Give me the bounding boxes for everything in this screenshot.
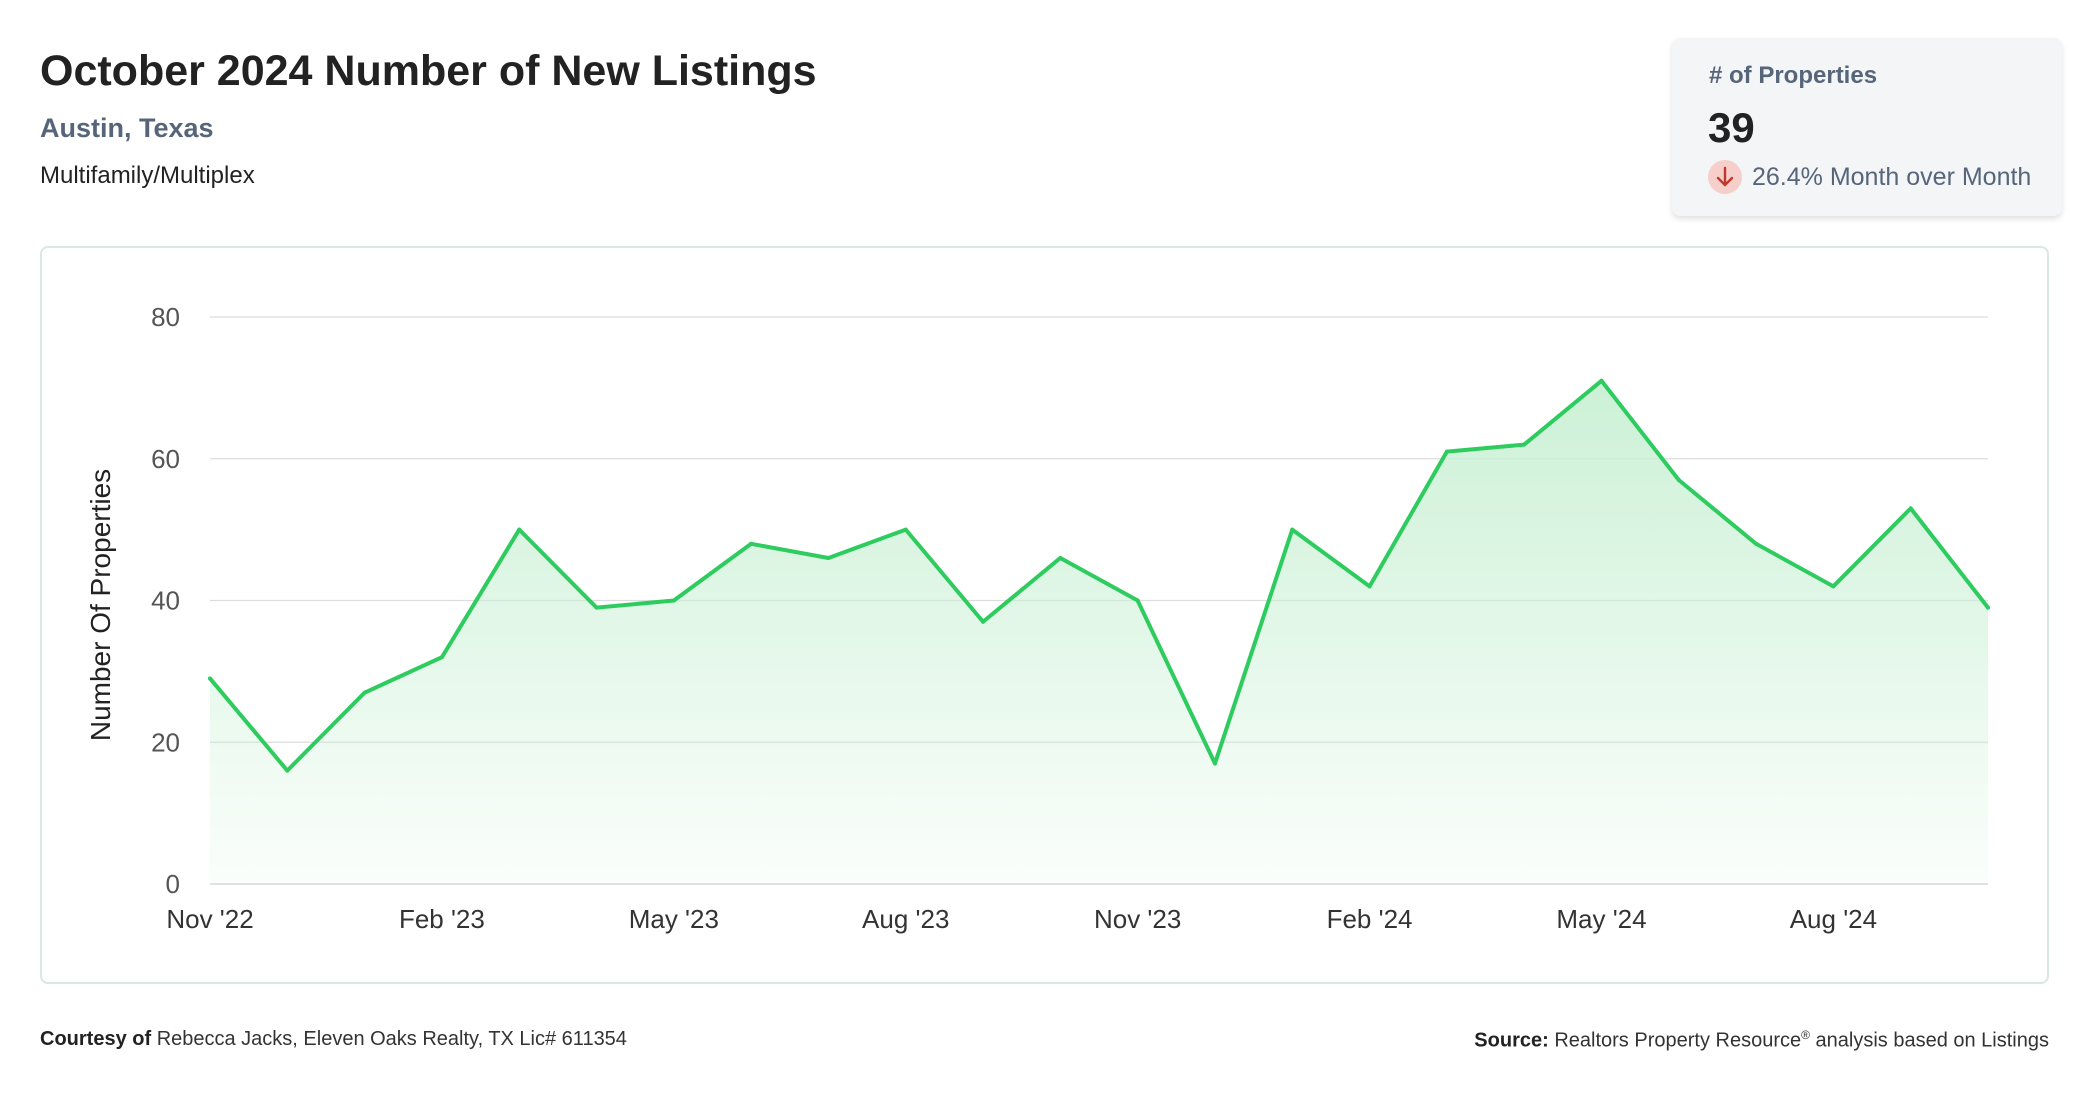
- chart-card: 0 20 40 60 80 Nov '22 Feb '23 May '23 Aug '23 No…: [40, 246, 2049, 984]
- arrow-down-icon: [1708, 160, 1742, 194]
- data-point[interactable]: [285, 768, 290, 773]
- courtesy-label: Courtesy of: [40, 1028, 152, 1050]
- data-point[interactable]: [1908, 506, 1913, 511]
- data-point[interactable]: [1058, 555, 1063, 560]
- property-type-label: Multifamily/Multiplex: [40, 162, 255, 189]
- data-point[interactable]: [1135, 598, 1140, 603]
- page-title: October 2024 Number of New Listings: [40, 47, 817, 95]
- y-tick-label: 60: [151, 444, 180, 474]
- data-point[interactable]: [1831, 584, 1836, 589]
- x-tick-label: Nov '22: [166, 904, 253, 934]
- data-point[interactable]: [981, 619, 986, 624]
- x-tick-label: Feb '23: [399, 904, 485, 934]
- x-tick-label: Feb '24: [1327, 904, 1413, 934]
- source-text-b: analysis based on Listings: [1815, 1029, 2049, 1052]
- x-tick-label: Nov '23: [1094, 904, 1181, 934]
- stat-card: # of Properties 39 26.4% Month over Mont…: [1672, 38, 2062, 216]
- data-point[interactable]: [1986, 605, 1990, 610]
- courtesy-text: Rebecca Jacks, Eleven Oaks Realty, TX Li…: [156, 1028, 627, 1050]
- stat-change: 26.4% Month over Month: [1708, 160, 2031, 194]
- data-point[interactable]: [1599, 378, 1604, 383]
- data-point[interactable]: [439, 655, 444, 660]
- data-point[interactable]: [1676, 478, 1681, 483]
- source-text-a: Realtors Property Resource: [1554, 1029, 1802, 1052]
- data-point[interactable]: [362, 690, 367, 695]
- y-tick-label: 40: [151, 586, 180, 616]
- y-axis-label: Number Of Properties: [85, 469, 116, 741]
- location-subtitle: Austin, Texas: [40, 113, 214, 143]
- data-point[interactable]: [594, 605, 599, 610]
- data-point[interactable]: [1444, 449, 1449, 454]
- header: October 2024 Number of New Listings Aust…: [40, 42, 817, 192]
- footer-source: Source: Realtors Property Resource® anal…: [1474, 1028, 2049, 1053]
- data-point[interactable]: [1212, 761, 1217, 766]
- data-point[interactable]: [208, 676, 212, 681]
- data-point[interactable]: [1754, 541, 1759, 546]
- data-point[interactable]: [1290, 527, 1295, 532]
- footer-courtesy: Courtesy of Rebecca Jacks, Eleven Oaks R…: [40, 1028, 627, 1051]
- data-point[interactable]: [826, 555, 831, 560]
- series-line: [208, 378, 1990, 773]
- stat-label: # of Properties: [1709, 62, 1878, 89]
- data-point[interactable]: [517, 527, 522, 532]
- stat-change-text: 26.4% Month over Month: [1752, 162, 2032, 191]
- x-tick-label: May '23: [629, 904, 719, 934]
- stat-value: 39: [1708, 104, 1755, 151]
- source-label: Source:: [1474, 1029, 1549, 1052]
- y-tick-label: 20: [151, 727, 180, 757]
- data-point[interactable]: [1367, 584, 1372, 589]
- line-chart: 0 20 40 60 80 Nov '22 Feb '23 May '23 Aug '23 No…: [85, 302, 1990, 934]
- x-tick-label: May '24: [1556, 904, 1646, 934]
- y-tick-label: 0: [166, 869, 180, 899]
- area-fill: [210, 380, 1988, 884]
- data-point[interactable]: [1522, 442, 1527, 447]
- data-point[interactable]: [903, 527, 908, 532]
- x-tick-label: Aug '24: [1790, 904, 1877, 934]
- x-tick-label: Aug '23: [862, 904, 949, 934]
- data-point[interactable]: [749, 541, 754, 546]
- data-point[interactable]: [671, 598, 676, 603]
- y-tick-label: 80: [151, 302, 180, 332]
- registered-mark: ®: [1801, 1028, 1810, 1042]
